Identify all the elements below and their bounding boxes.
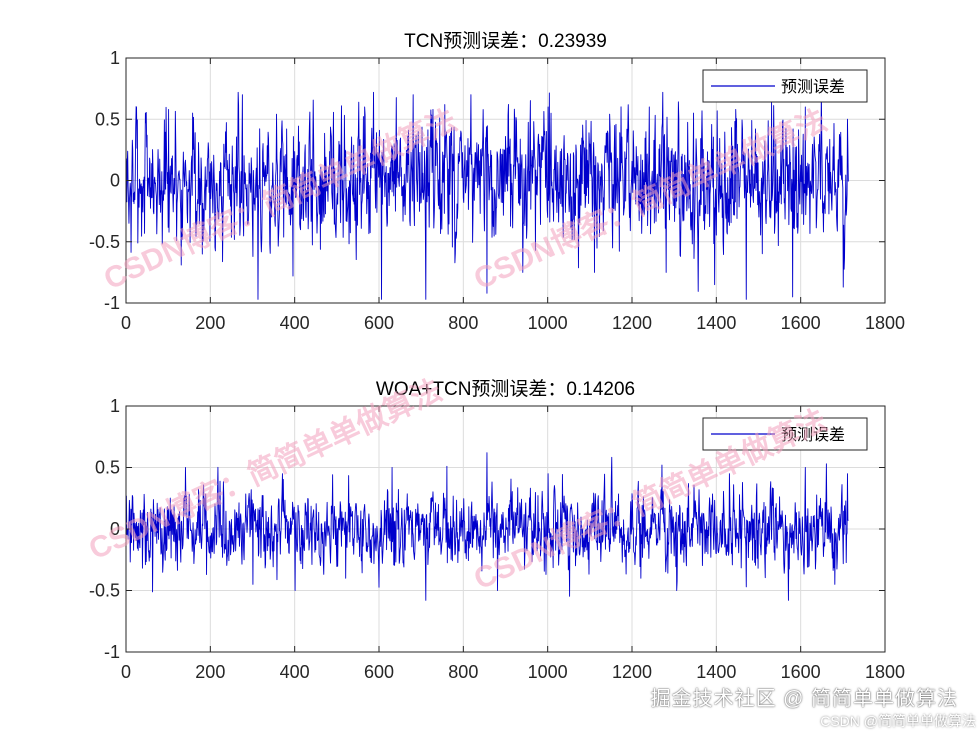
y-tick-label: 1	[110, 48, 120, 68]
y-tick-label: -1	[104, 642, 120, 662]
footer-watermark-sub: CSDN @简简单单做算法	[820, 713, 976, 729]
chart-title: TCN预测误差：0.23939	[404, 30, 607, 52]
x-tick-label: 1400	[696, 313, 736, 333]
legend-label: 预测误差	[781, 426, 845, 444]
chart-2: 0 200 400 600 800 1000 1200 1400 1600 1800 -1 -0.5 0…	[89, 378, 905, 682]
x-tick-label: 0	[121, 313, 131, 333]
x-tick-label: 0	[121, 662, 131, 682]
series-line	[125, 452, 849, 601]
x-tick-label: 1000	[528, 313, 568, 333]
y-tick-label: 0.5	[95, 458, 120, 478]
x-tick-label: 1600	[781, 313, 821, 333]
y-tick-label: -0.5	[89, 581, 120, 601]
x-tick-label: 200	[195, 313, 225, 333]
footer-watermark: 掘金技术社区 @ 简简单单做算法	[650, 688, 958, 710]
y-tick-label: 1	[110, 396, 120, 416]
x-tick-label: 600	[364, 313, 394, 333]
y-tick-label: -0.5	[89, 232, 120, 252]
x-tick-label: 800	[448, 313, 478, 333]
x-tick-label: 200	[195, 662, 225, 682]
chart-1: 0 200 400 600 800 1000 1200 1400 1600 1800 -1 -0.5 0…	[89, 30, 905, 333]
x-tick-label: 1200	[612, 662, 652, 682]
x-tick-label: 1000	[528, 662, 568, 682]
x-tick-label: 600	[364, 662, 394, 682]
y-tick-label: 0.5	[95, 109, 120, 129]
x-tick-label: 1200	[612, 313, 652, 333]
y-tick-label: 0	[110, 171, 120, 191]
legend-label: 预测误差	[781, 78, 845, 96]
y-tick-label: -1	[104, 293, 120, 313]
x-tick-label: 800	[448, 662, 478, 682]
x-tick-label: 1600	[781, 662, 821, 682]
x-tick-label: 400	[280, 662, 310, 682]
chart-title: WOA+TCN预测误差：0.14206	[376, 378, 635, 400]
y-tick-label: 0	[110, 519, 120, 539]
x-tick-label: 400	[280, 313, 310, 333]
x-tick-label: 1800	[865, 662, 905, 682]
series-line	[125, 91, 849, 300]
x-tick-label: 1400	[696, 662, 736, 682]
x-tick-label: 1800	[865, 313, 905, 333]
